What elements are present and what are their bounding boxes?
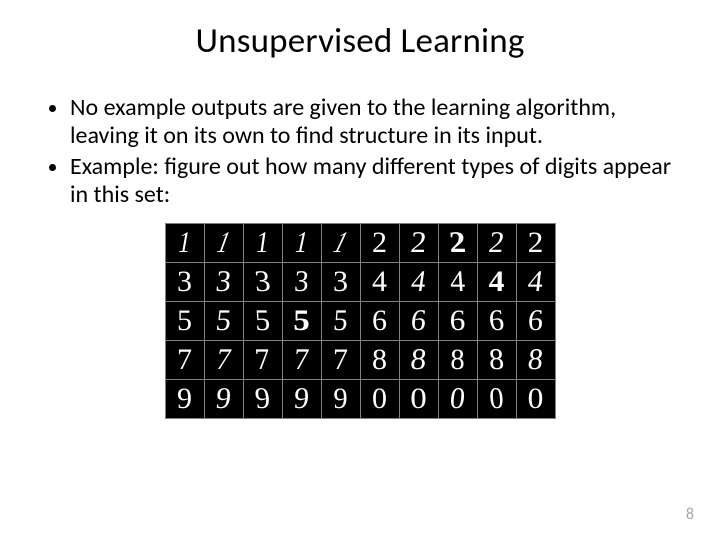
digit-cell: 8 — [478, 341, 516, 379]
digit-cell: 5 — [322, 302, 360, 340]
digit-cell: 2 — [517, 224, 555, 262]
digit-cell: 6 — [439, 302, 477, 340]
digit-cell: 1 — [205, 224, 243, 262]
digit-cell: 7 — [166, 341, 204, 379]
digit-cell: 0 — [478, 380, 516, 418]
digit-cell: 0 — [400, 380, 438, 418]
digit-cell: 5 — [244, 302, 282, 340]
digit-cell: 0 — [361, 380, 399, 418]
digit-cell: 9 — [166, 380, 204, 418]
slide-body: No example outputs are given to the lear… — [0, 72, 720, 419]
bullet-item: No example outputs are given to the lear… — [70, 94, 674, 151]
digit-cell: 8 — [439, 341, 477, 379]
digit-cell: 0 — [517, 380, 555, 418]
page-number: 8 — [686, 505, 694, 524]
digit-cell: 3 — [205, 263, 243, 301]
digit-cell: 1 — [244, 224, 282, 262]
digit-cell: 5 — [166, 302, 204, 340]
bullet-list: No example outputs are given to the lear… — [46, 94, 674, 209]
digit-cell: 8 — [400, 341, 438, 379]
digits-grid: 1111122222333334444455555666667777788888… — [165, 223, 556, 419]
digit-cell: 6 — [478, 302, 516, 340]
digit-cell: 7 — [322, 341, 360, 379]
digit-cell: 9 — [205, 380, 243, 418]
digit-cell: 6 — [400, 302, 438, 340]
digit-cell: 3 — [283, 263, 321, 301]
digit-cell: 6 — [361, 302, 399, 340]
digit-cell: 7 — [283, 341, 321, 379]
digit-cell: 1 — [283, 224, 321, 262]
digit-cell: 4 — [439, 263, 477, 301]
digit-cell: 3 — [244, 263, 282, 301]
digit-cell: 2 — [478, 224, 516, 262]
digit-cell: 1 — [322, 224, 360, 262]
digit-cell: 2 — [439, 224, 477, 262]
digit-cell: 4 — [517, 263, 555, 301]
digit-cell: 7 — [244, 341, 282, 379]
digit-cell: 8 — [517, 341, 555, 379]
digit-cell: 3 — [322, 263, 360, 301]
digit-cell: 4 — [361, 263, 399, 301]
slide: Unsupervised Learning No example outputs… — [0, 0, 720, 540]
digit-cell: 3 — [166, 263, 204, 301]
digits-figure: 1111122222333334444455555666667777788888… — [46, 223, 674, 419]
digit-cell: 9 — [283, 380, 321, 418]
digit-cell: 5 — [205, 302, 243, 340]
digit-cell: 6 — [517, 302, 555, 340]
digit-cell: 2 — [400, 224, 438, 262]
digit-cell: 8 — [361, 341, 399, 379]
digit-cell: 5 — [283, 302, 321, 340]
digit-cell: 9 — [322, 380, 360, 418]
digit-cell: 4 — [478, 263, 516, 301]
digit-cell: 9 — [244, 380, 282, 418]
digit-cell: 2 — [361, 224, 399, 262]
digit-cell: 4 — [400, 263, 438, 301]
digit-cell: 0 — [439, 380, 477, 418]
slide-title: Unsupervised Learning — [0, 0, 720, 72]
digit-cell: 1 — [166, 224, 204, 262]
digit-cell: 7 — [205, 341, 243, 379]
bullet-item: Example: figure out how many different t… — [70, 153, 674, 210]
